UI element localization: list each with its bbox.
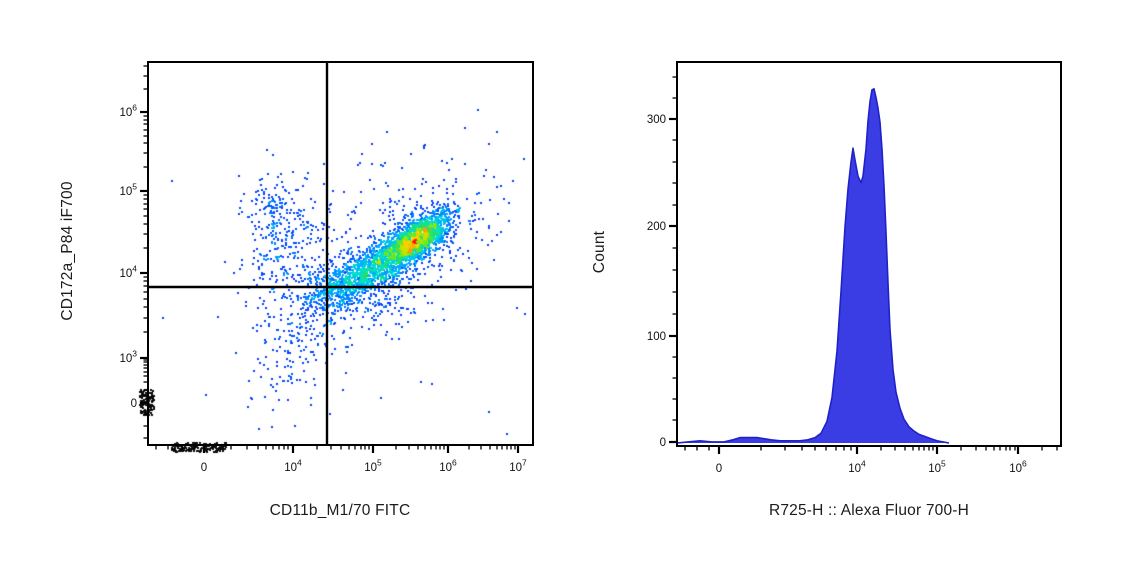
x-tick-label: 107 xyxy=(509,458,527,475)
y-tick-label: 105 xyxy=(119,182,137,199)
y-tick-label: 200 xyxy=(647,221,666,233)
right-plot-y-axis-title: Count xyxy=(591,230,608,274)
x-tick-label: 104 xyxy=(284,458,302,475)
histogram-area xyxy=(677,88,1061,444)
left-plot-y-axis-title: CD172a_P84 iF700 xyxy=(59,181,76,321)
x-tick-label: 106 xyxy=(439,458,457,475)
y-tick-label: 103 xyxy=(119,349,137,366)
left-plot-x-axis-title: CD11b_M1/70 FITC xyxy=(269,502,411,519)
x-tick-label: 104 xyxy=(848,459,866,476)
y-tick-label: 100 xyxy=(647,331,666,343)
x-tick-label: 0 xyxy=(201,462,207,474)
x-tick-label: 105 xyxy=(364,458,382,475)
y-tick-label: 106 xyxy=(119,103,137,120)
left-plot-frame xyxy=(147,61,534,446)
histogram-outline xyxy=(676,88,950,444)
y-tick-label: 300 xyxy=(647,114,666,126)
y-tick-label: 0 xyxy=(660,437,666,449)
right-plot-x-axis-title: R725-H :: Alexa Fluor 700-H xyxy=(768,502,970,519)
y-tick-label: 104 xyxy=(119,264,137,281)
x-tick-label: 105 xyxy=(928,459,946,476)
x-tick-label: 106 xyxy=(1009,459,1027,476)
y-tick-label: 0 xyxy=(131,398,137,410)
right-plot-frame xyxy=(676,61,1062,447)
x-tick-label: 0 xyxy=(716,463,722,475)
